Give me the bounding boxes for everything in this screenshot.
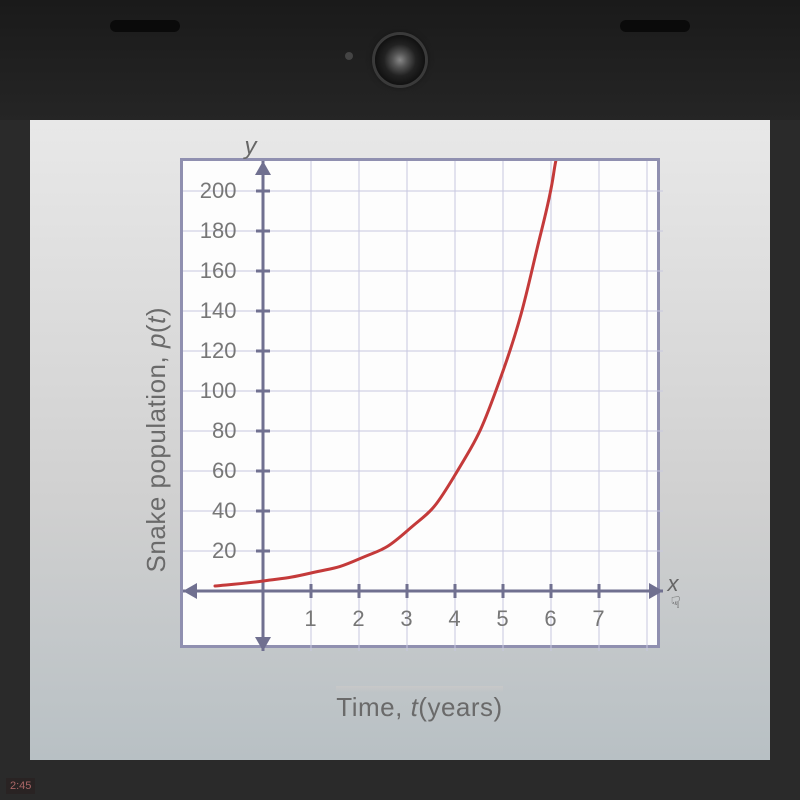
webcam-icon [375, 35, 425, 85]
laptop-bezel [0, 0, 800, 120]
y-tick-label: 140 [195, 298, 237, 324]
y-label-text: Snake population, [141, 348, 171, 572]
x-tick-label: 3 [400, 606, 412, 632]
y-tick-label: 80 [195, 418, 237, 444]
x-tick-label: 6 [544, 606, 556, 632]
y-label-paren-open: ( [141, 324, 171, 333]
y-tick-label: 160 [195, 258, 237, 284]
y-tick-label: 40 [195, 498, 237, 524]
timestamp-overlay: 2:45 [6, 778, 35, 794]
y-label-var-t: t [141, 316, 171, 324]
cursor-icon: ☟ [671, 593, 681, 613]
bezel-slot-left [110, 20, 180, 32]
x-label-years: (years) [418, 692, 502, 722]
y-tick-label: 20 [195, 538, 237, 564]
y-tick-label: 120 [195, 338, 237, 364]
x-tick-label: 4 [448, 606, 460, 632]
y-axis-label: Snake population, p(t) [141, 307, 172, 572]
x-tick-label: 7 [592, 606, 604, 632]
chart-container: Snake population, p(t) y x ☟ 20406080100… [141, 158, 660, 723]
x-tick-label: 5 [496, 606, 508, 632]
webcam-indicator [345, 52, 353, 60]
y-label-paren-close: ) [141, 307, 171, 316]
x-tick-label: 1 [304, 606, 316, 632]
x-tick-label: 2 [352, 606, 364, 632]
x-axis-label: Time, t(years) [336, 692, 502, 723]
y-tick-label: 100 [195, 378, 237, 404]
y-tick-label: 60 [195, 458, 237, 484]
chart-svg [183, 161, 663, 651]
screen-content: Snake population, p(t) y x ☟ 20406080100… [30, 120, 770, 760]
x-label-text: Time, [336, 692, 410, 722]
y-label-var-p: p [141, 333, 171, 348]
bezel-slot-right [620, 20, 690, 32]
y-axis-char: y [245, 133, 257, 161]
chart-column: y x ☟ 204060801001201401601802001234567 … [180, 158, 660, 723]
y-tick-label: 180 [195, 218, 237, 244]
chart-plot-area: y x ☟ 204060801001201401601802001234567 [180, 158, 660, 648]
y-tick-label: 200 [195, 178, 237, 204]
